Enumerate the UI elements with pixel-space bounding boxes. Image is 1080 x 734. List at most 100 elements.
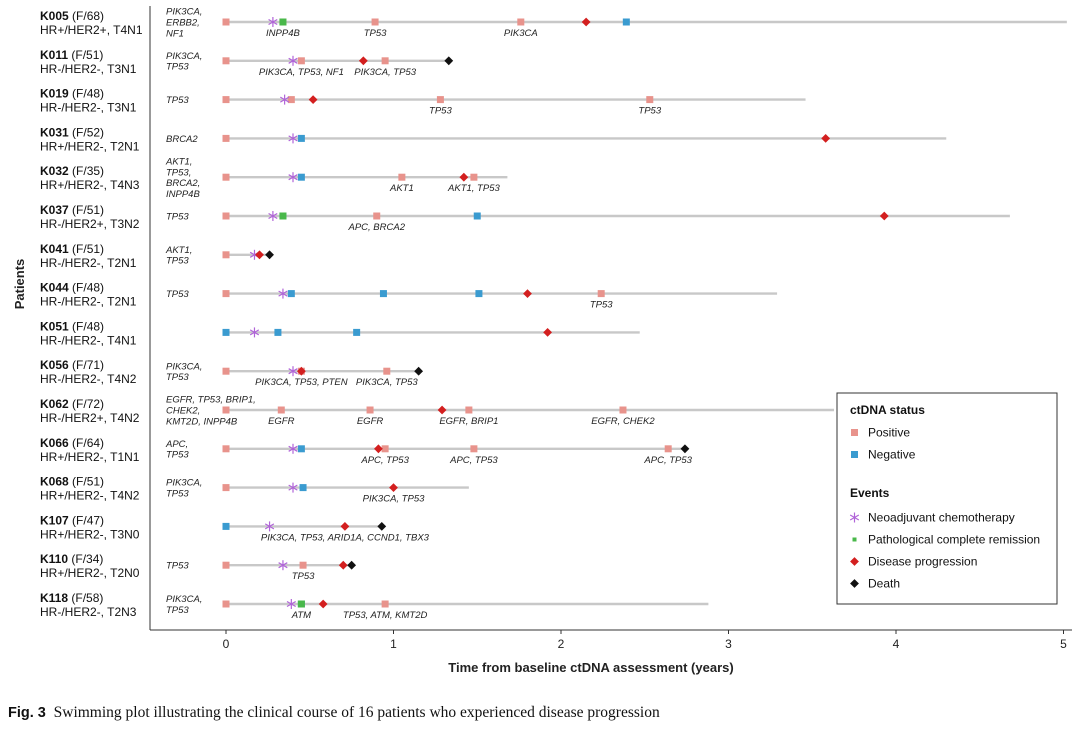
chemo-marker (288, 443, 298, 454)
legend-status-title: ctDNA status (850, 403, 925, 417)
sample-gene-label: PIK3CA, TP53, PTEN (255, 377, 348, 388)
ctdna-negative-marker (379, 290, 387, 298)
sample-gene-label: PIK3CA, TP53 (354, 67, 416, 78)
patient-id-line: K051 (F/48) (40, 319, 104, 333)
baseline-gene: TP53 (166, 95, 189, 106)
death-marker (414, 366, 424, 376)
x-tick-label: 4 (893, 637, 900, 651)
ctdna-negative-marker (475, 290, 483, 298)
patient-row-K011: K011 (F/51)HR-/HER2-, T3N1 PIK3CA,TP53 PIK… (40, 48, 454, 78)
chemo-marker-stroke (249, 329, 260, 336)
ctdna-negative-marker (274, 328, 282, 336)
ctdna-positive-marker (222, 96, 230, 104)
baseline-gene: TP53 (166, 372, 189, 383)
patient-id-line: K056 (F/71) (40, 358, 104, 372)
ctdna-negative-marker (299, 484, 307, 492)
sample-gene-label: PIK3CA, TP53 (356, 377, 418, 388)
ctdna-positive-marker (222, 367, 230, 375)
y-axis-label: Patients (12, 259, 27, 310)
ctdna-negative-marker (287, 290, 295, 298)
patient-id-line: K005 (F/68) (40, 9, 104, 23)
sample-gene-label: EGFR (268, 416, 295, 427)
death-marker (444, 56, 454, 66)
legend-swatch (849, 512, 860, 523)
progression-marker (296, 366, 306, 376)
patient-id-line: K031 (F/52) (40, 125, 104, 139)
patient-id: K032 (40, 164, 69, 178)
progression-marker (318, 599, 328, 609)
patient-info: (F/72) (72, 397, 104, 411)
chemo-marker-stroke (288, 57, 298, 64)
chemo-marker-stroke (278, 562, 288, 569)
patient-id: K005 (40, 9, 69, 23)
legend-box (836, 392, 1058, 605)
patient-subtype: HR-/HER2-, T2N1 (40, 256, 137, 270)
sample-gene-label: APC, TP53 (449, 455, 498, 466)
patient-info: (F/48) (72, 319, 104, 333)
patient-row-K037: K037 (F/51)HR-/HER2+, T3N2 TP53 APC, BRCA2 (40, 203, 1010, 233)
pcr-marker (297, 600, 305, 608)
patient-id: K051 (40, 319, 69, 333)
patient-subtype: HR-/HER2-, T2N3 (40, 605, 137, 619)
progression-marker (389, 483, 398, 492)
sample-gene-label: INPP4B (266, 28, 300, 39)
patient-id: K031 (40, 125, 69, 139)
patient-subtype: HR+/HER2-, T2N1 (40, 139, 140, 153)
legend-label: Positive (868, 426, 910, 440)
baseline-gene: AKT1, (165, 245, 192, 256)
patient-id-line: K066 (F/64) (40, 436, 104, 450)
chemo-marker (288, 172, 298, 183)
sample-gene-label: APC, TP53 (643, 455, 692, 466)
progression-marker (255, 250, 264, 260)
pcr-marker (279, 18, 287, 26)
ctdna-positive-marker (222, 212, 230, 220)
patient-id: K068 (40, 475, 69, 489)
patient-subtype: HR-/HER2-, T4N2 (40, 372, 137, 386)
patient-row-K118: K118 (F/58)HR-/HER2-, T2N3 PIK3CA,TP53 ATM… (40, 591, 709, 621)
chemo-marker (278, 288, 288, 299)
x-tick-label: 2 (558, 637, 565, 651)
patient-info: (F/34) (71, 552, 103, 566)
ctdna-positive-marker (222, 445, 230, 453)
caption-label: Fig. 3 (8, 705, 46, 721)
patient-id-line: K011 (F/51) (40, 48, 103, 62)
patient-id-line: K032 (F/35) (40, 164, 104, 178)
ctdna-positive-marker (297, 57, 305, 65)
patient-row-K066: K066 (F/64)HR+/HER2-, T1N1 APC,TP53 APC, T… (40, 436, 693, 466)
ctdna-positive-marker (222, 600, 230, 608)
ctdna-positive-marker (277, 406, 285, 414)
chemo-marker (288, 482, 298, 493)
baseline-gene: PIK3CA, (166, 594, 202, 605)
chemo-marker-stroke (288, 484, 298, 491)
patient-id: K107 (40, 513, 69, 527)
patient-info: (F/47) (72, 513, 104, 527)
ctdna-negative-marker (622, 18, 630, 26)
ctdna-negative-marker (473, 212, 481, 220)
x-tick-label: 5 (1060, 637, 1067, 651)
sample-gene-label: TP53, ATM, KMT2D (343, 610, 428, 621)
chemo-marker (264, 521, 275, 532)
ctdna-negative-marker (297, 445, 305, 453)
ctdna-positive-marker (222, 18, 230, 26)
legend-swatch (852, 537, 857, 542)
patient-subtype: HR-/HER2-, T4N1 (40, 333, 137, 347)
sample-gene-label: APC, TP53 (360, 455, 409, 466)
patient-id: K062 (40, 397, 69, 411)
baseline-gene: APC, (165, 439, 188, 450)
patient-info: (F/64) (72, 436, 104, 450)
baseline-gene: PIK3CA, (166, 7, 202, 18)
ctdna-negative-marker (353, 328, 361, 336)
patient-subtype: HR+/HER2-, T3N0 (40, 527, 140, 541)
progression-marker (340, 522, 350, 531)
legend-swatch (851, 429, 858, 436)
sample-gene-label: PIK3CA, TP53 (363, 494, 425, 505)
x-tick-label: 1 (390, 637, 397, 651)
ctdna-positive-marker (465, 406, 473, 414)
patient-row-K031: K031 (F/52)HR+/HER2-, T2N1 BRCA2 (40, 125, 947, 153)
patient-id-line: K107 (F/47) (40, 513, 104, 527)
baseline-gene: ERBB2, (166, 18, 200, 29)
progression-marker (523, 289, 532, 298)
patient-row-K062: K062 (F/72)HR-/HER2+, T4N2 EGFR, TP53, BR… (40, 395, 835, 427)
patient-id: K118 (40, 591, 68, 605)
patient-rows: K005 (F/68)HR+/HER2+, T4N1PIK3CA,ERBB2,N… (40, 7, 1067, 621)
